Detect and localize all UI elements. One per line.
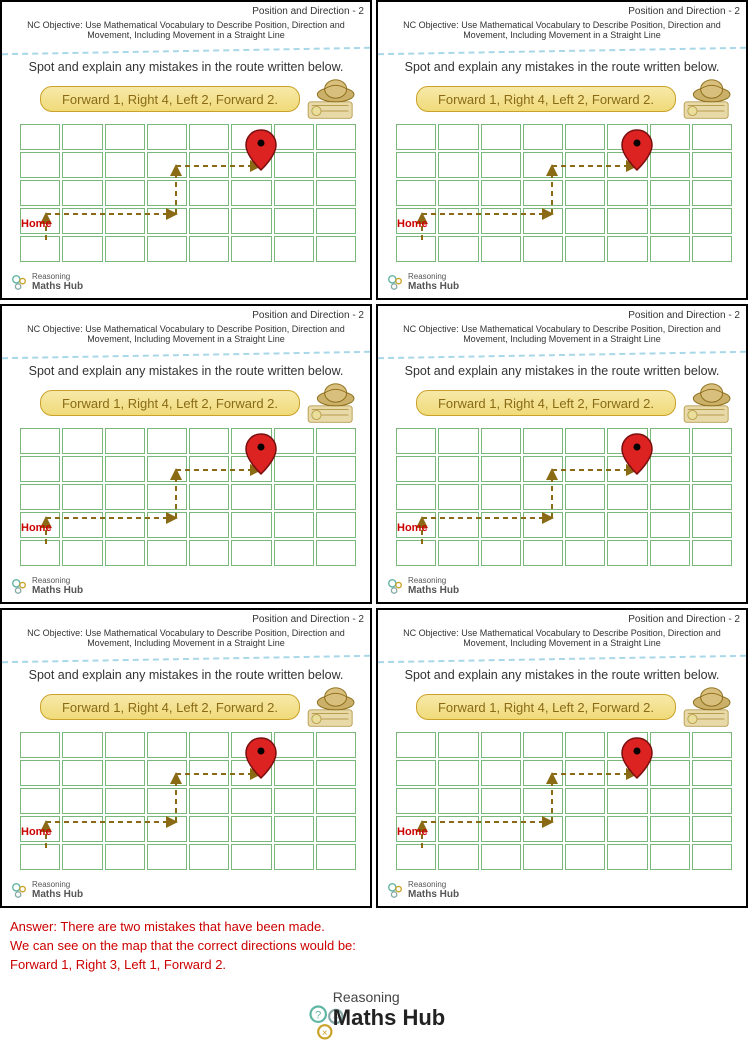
map-pin-icon [244, 128, 278, 172]
home-label: Home [397, 826, 428, 838]
grid-area: Home [18, 122, 358, 252]
card-row: Position and Direction - 2 NC Objective: … [0, 304, 750, 604]
prompt-text: Spot and explain any mistakes in the rou… [10, 60, 362, 74]
explorer-hat-icon [680, 78, 736, 122]
route-path [18, 426, 358, 556]
route-path [18, 730, 358, 860]
svg-text:×: × [322, 1028, 328, 1039]
nc-objective: NC Objective: Use Mathematical Vocabular… [386, 628, 738, 648]
mini-logo-icon [386, 577, 404, 595]
prompt-text: Spot and explain any mistakes in the rou… [10, 668, 362, 682]
explorer-hat-icon [304, 382, 360, 426]
route-path [394, 730, 734, 860]
answer-line-2: We can see on the map that the correct d… [10, 937, 740, 956]
route-instructions: Forward 1, Right 4, Left 2, Forward 2. [40, 694, 300, 720]
card-footer-logo: ReasoningMaths Hub [10, 576, 83, 596]
card-title: Position and Direction - 2 [252, 614, 364, 625]
nc-objective: NC Objective: Use Mathematical Vocabular… [10, 20, 362, 40]
prompt-text: Spot and explain any mistakes in the rou… [10, 364, 362, 378]
explorer-hat-icon [680, 382, 736, 426]
route-path [394, 122, 734, 252]
divider-dashed [378, 655, 746, 663]
worksheet-card: Position and Direction - 2 NC Objective: … [376, 0, 748, 300]
map-pin-icon [620, 432, 654, 476]
mini-logo-icon [10, 577, 28, 595]
svg-text:?: ? [315, 1009, 321, 1021]
card-footer-logo: ReasoningMaths Hub [386, 880, 459, 900]
route-instructions: Forward 1, Right 4, Left 2, Forward 2. [416, 86, 676, 112]
worksheet-card: Position and Direction - 2 NC Objective: … [0, 304, 372, 604]
card-footer-logo: ReasoningMaths Hub [10, 272, 83, 292]
logo-text: Reasoning Maths Hub [333, 989, 445, 1031]
route-path [394, 426, 734, 556]
home-label: Home [21, 826, 52, 838]
home-label: Home [21, 522, 52, 534]
divider-dashed [2, 351, 370, 359]
prompt-text: Spot and explain any mistakes in the rou… [386, 668, 738, 682]
grid-area: Home [18, 730, 358, 860]
nc-objective: NC Objective: Use Mathematical Vocabular… [386, 324, 738, 344]
divider-dashed [378, 351, 746, 359]
worksheet-card: Position and Direction - 2 NC Objective: … [376, 608, 748, 908]
map-pin-icon [244, 736, 278, 780]
route-instructions: Forward 1, Right 4, Left 2, Forward 2. [416, 694, 676, 720]
mini-logo-icon [386, 881, 404, 899]
grid-area: Home [394, 122, 734, 252]
divider-dashed [378, 47, 746, 55]
card-footer-logo: ReasoningMaths Hub [386, 576, 459, 596]
nc-objective: NC Objective: Use Mathematical Vocabular… [10, 628, 362, 648]
route-instructions: Forward 1, Right 4, Left 2, Forward 2. [40, 86, 300, 112]
card-row: Position and Direction - 2 NC Objective: … [0, 608, 750, 908]
explorer-hat-icon [680, 686, 736, 730]
mini-logo-icon [386, 273, 404, 291]
nc-objective: NC Objective: Use Mathematical Vocabular… [386, 20, 738, 40]
footer-big-logo: ? ÷ × Reasoning Maths Hub [0, 981, 750, 1043]
prompt-text: Spot and explain any mistakes in the rou… [386, 364, 738, 378]
divider-dashed [2, 47, 370, 55]
nc-objective: NC Objective: Use Mathematical Vocabular… [10, 324, 362, 344]
worksheet-card: Position and Direction - 2 NC Objective: … [0, 0, 372, 300]
worksheet-card: Position and Direction - 2 NC Objective: … [0, 608, 372, 908]
route-path [18, 122, 358, 252]
map-pin-icon [620, 736, 654, 780]
grid-area: Home [394, 730, 734, 860]
worksheet-card: Position and Direction - 2 NC Objective: … [376, 304, 748, 604]
answer-line-3: Forward 1, Right 3, Left 1, Forward 2. [10, 956, 740, 975]
mini-logo-icon [10, 881, 28, 899]
route-instructions: Forward 1, Right 4, Left 2, Forward 2. [416, 390, 676, 416]
explorer-hat-icon [304, 78, 360, 122]
route-instructions: Forward 1, Right 4, Left 2, Forward 2. [40, 390, 300, 416]
card-title: Position and Direction - 2 [252, 310, 364, 321]
logo-line1: Reasoning [333, 989, 445, 1005]
card-row: Position and Direction - 2 NC Objective: … [0, 0, 750, 300]
card-title: Position and Direction - 2 [628, 614, 740, 625]
divider-dashed [2, 655, 370, 663]
map-pin-icon [244, 432, 278, 476]
home-label: Home [397, 218, 428, 230]
logo-icon: ? ÷ × [305, 1001, 323, 1019]
logo-line2: Maths Hub [333, 1005, 445, 1031]
home-label: Home [21, 218, 52, 230]
card-title: Position and Direction - 2 [628, 6, 740, 17]
prompt-text: Spot and explain any mistakes in the rou… [386, 60, 738, 74]
answer-line-1: Answer: There are two mistakes that have… [10, 918, 740, 937]
page-container: Position and Direction - 2 NC Objective: … [0, 0, 750, 1043]
card-footer-logo: ReasoningMaths Hub [10, 880, 83, 900]
home-label: Home [397, 522, 428, 534]
explorer-hat-icon [304, 686, 360, 730]
card-title: Position and Direction - 2 [252, 6, 364, 17]
grid-area: Home [394, 426, 734, 556]
grid-area: Home [18, 426, 358, 556]
card-title: Position and Direction - 2 [628, 310, 740, 321]
card-footer-logo: ReasoningMaths Hub [386, 272, 459, 292]
map-pin-icon [620, 128, 654, 172]
mini-logo-icon [10, 273, 28, 291]
answer-block: Answer: There are two mistakes that have… [0, 912, 750, 981]
